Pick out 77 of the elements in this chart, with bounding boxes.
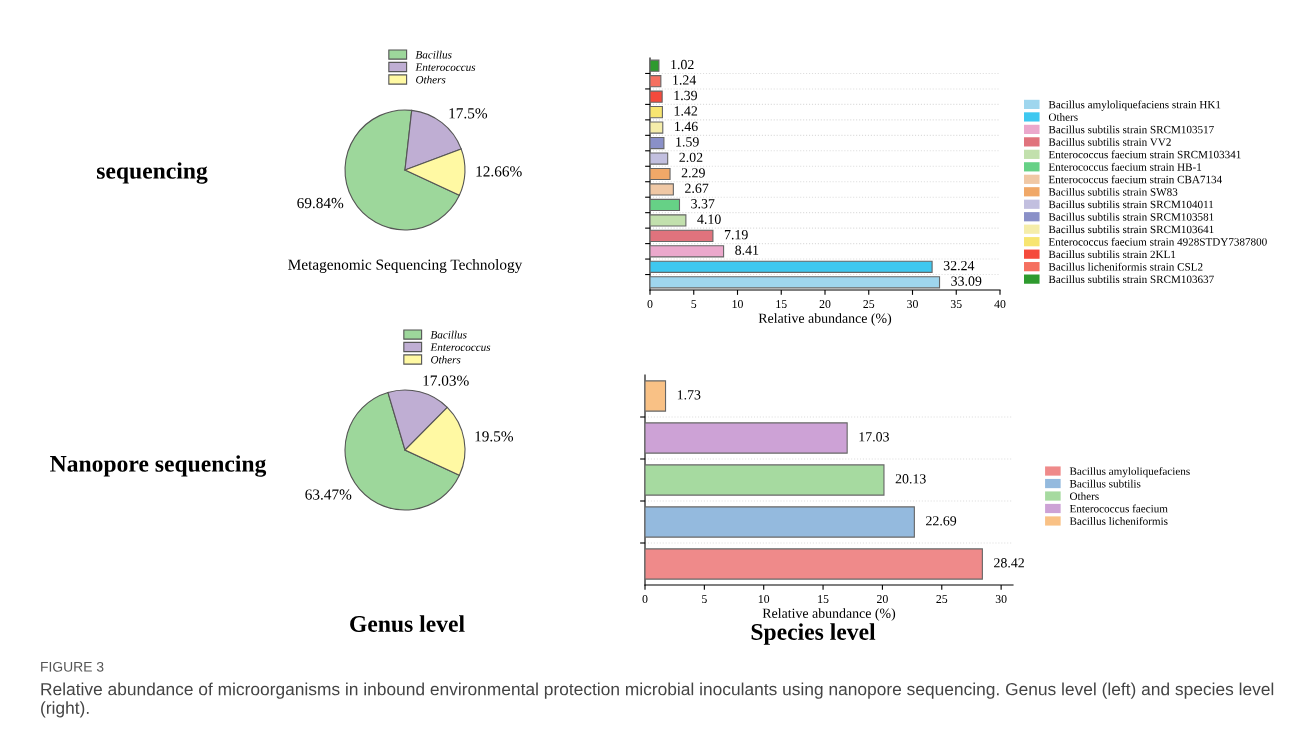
data-label: 2.67	[685, 183, 709, 193]
legend-label: Bacillus subtilis strain SRCM103641	[1048, 225, 1214, 234]
legend-label: Others	[1069, 492, 1099, 500]
x-tick-label: 0	[647, 300, 653, 309]
data-label: 33.09	[951, 276, 982, 286]
x-tick-label: 30	[995, 595, 1007, 604]
text: sequencing	[96, 162, 208, 184]
data-label: 19.5%	[475, 431, 514, 442]
data-label: 17.03%	[423, 375, 469, 386]
x-tick-label: 25	[863, 300, 875, 309]
legend-label: Bacillus licheniformis	[1069, 516, 1168, 525]
legend-label: Bacillus subtilis strain VV2	[1048, 137, 1171, 146]
legend-label: Bacillus licheniformis strain CSL2	[1048, 262, 1203, 271]
data-label: 28.42	[994, 558, 1024, 568]
x-tick-label: 30	[907, 300, 918, 309]
data-label: 17.03	[859, 432, 889, 442]
data-label: 22.69	[926, 516, 957, 526]
caption: FIGURE 3	[41, 661, 104, 672]
data-label: 1.59	[676, 137, 699, 147]
text: Species level	[751, 623, 876, 645]
data-label: 8.41	[735, 245, 759, 255]
text: Relative abundance of microorganisms in inbound environmental protection microbial inoculants using nanopore sequencing. Genus level (left) and species level (right).	[41, 682, 1274, 718]
text: Genus level	[350, 615, 465, 632]
x-tick-label: 0	[642, 595, 648, 604]
legend-label: Bacillus	[430, 330, 467, 339]
data-label: 17.5%	[449, 108, 488, 119]
x-tick-label: 20	[819, 300, 831, 309]
legend-label: Enterococcus	[415, 63, 476, 71]
data-label: 4.10	[697, 214, 721, 224]
x-tick-label: 40	[994, 300, 1006, 309]
text: Metagenomic Sequencing Technology	[288, 259, 523, 273]
legend-label: Bacillus amyloliquefaciens	[1069, 467, 1190, 478]
legend-label: Enterococcus faecium strain 4928STDY7387800	[1048, 237, 1267, 246]
data-label: 1.42	[674, 106, 698, 116]
legend-label: Enterococcus faecium	[1069, 504, 1168, 513]
x-tick-label: 20	[877, 595, 888, 604]
x-tick-label: 15	[818, 595, 829, 604]
legend-label: Bacillus subtilis strain SRCM104011	[1048, 200, 1214, 209]
legend-label: Others	[416, 75, 446, 84]
x-axis-title: Relative abundance (%)	[762, 608, 896, 621]
x-tick-label: 5	[691, 300, 697, 309]
data-label: 1.02	[671, 59, 694, 70]
legend-label: Others	[1048, 113, 1078, 121]
x-tick-label: 10	[732, 300, 743, 309]
legend-label: Bacillus subtilis strain SRCM103581	[1048, 212, 1214, 221]
legend-label: Bacillus subtilis strain SRCM103637	[1048, 275, 1214, 284]
x-tick-label: 10	[758, 595, 770, 604]
x-axis-title: Relative abundance (%)	[758, 313, 892, 326]
legend-label: Bacillus subtilis	[1069, 479, 1141, 488]
x-tick-label: 35	[950, 300, 962, 309]
data-label: 7.19	[724, 230, 748, 240]
data-label: 32.24	[943, 260, 975, 271]
data-label: 1.24	[673, 75, 697, 85]
legend-label: Bacillus subtilis strain SRCM103517	[1048, 125, 1214, 134]
data-label: 63.47%	[305, 489, 352, 500]
data-label: 3.37	[691, 199, 715, 209]
legend-label: Bacillus subtilis strain SW83	[1048, 187, 1178, 196]
data-label: 2.29	[681, 168, 705, 178]
data-label: 69.84%	[297, 197, 344, 209]
legend-label: Enterococcus faecium strain HB-1	[1048, 162, 1202, 171]
legend-label: Others	[431, 355, 461, 364]
x-tick-label: 15	[776, 300, 787, 309]
legend-label: Bacillus	[415, 50, 452, 59]
x-tick-label: 5	[702, 595, 707, 604]
data-label: 20.13	[895, 474, 926, 484]
data-label: 1.73	[677, 390, 701, 400]
legend-label: Bacillus amyloliquefaciens strain HK1	[1048, 100, 1221, 111]
data-label: 1.46	[675, 121, 698, 132]
data-label: 2.02	[679, 152, 703, 163]
legend-label: Enterococcus faecium strain SRCM103341	[1048, 150, 1241, 159]
data-label: 1.39	[674, 90, 698, 101]
text: Nanopore sequencing	[50, 455, 267, 477]
legend-label: Bacillus subtilis strain 2KL1	[1048, 250, 1176, 259]
legend-label: Enterococcus	[430, 343, 491, 351]
x-tick-label: 25	[936, 595, 948, 604]
legend-label: Enterococcus faecium strain CBA7134	[1048, 175, 1222, 184]
data-label: 12.66%	[476, 166, 522, 177]
